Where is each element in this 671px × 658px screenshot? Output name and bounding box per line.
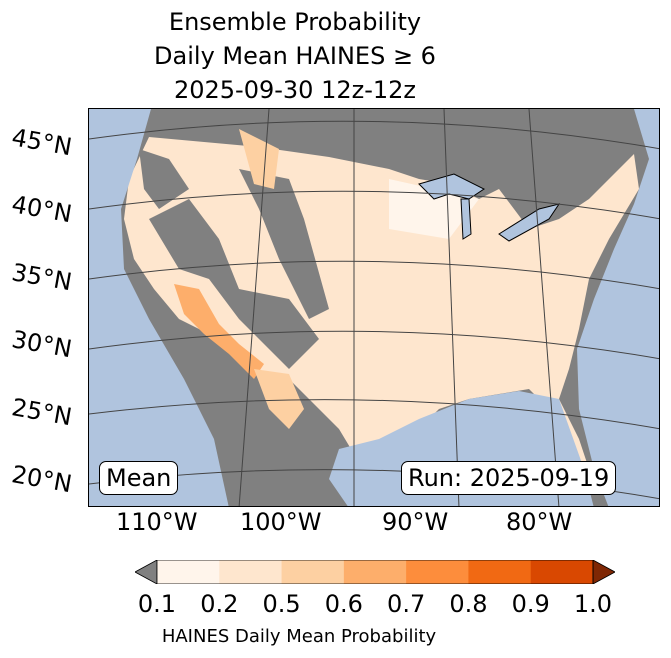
colorbar-tick-label: 0.5 <box>262 590 301 618</box>
lake-erie-ontario <box>498 203 561 242</box>
colorbar-tick-label: 0.8 <box>449 590 488 618</box>
nodata-region-northwest <box>139 149 189 209</box>
lon-label: 100°W <box>240 508 322 536</box>
colorbar-segment <box>281 560 345 584</box>
colorbar-segment <box>468 560 532 584</box>
lat-label: 30°N <box>9 325 75 364</box>
lat-label: 45°N <box>9 123 75 162</box>
colorbar-segment <box>406 560 469 584</box>
colorbar-frame <box>156 560 594 584</box>
colorbar-tick-label: 0.7 <box>387 590 426 618</box>
title-line-3: 2025-09-30 12z-12z <box>173 76 417 104</box>
lat-label: 35°N <box>9 258 75 297</box>
title-line-1: Ensemble Probability <box>168 8 422 36</box>
colorbar-tick-label: 0.6 <box>324 590 363 618</box>
lon-label: 80°W <box>506 508 573 536</box>
colorbar-segment <box>157 560 220 584</box>
colorbar-segment <box>530 560 594 584</box>
map-panel: Mean Run: 2025-09-19 <box>88 108 660 507</box>
lat-label: 20°N <box>9 460 75 499</box>
mid-prob-north <box>239 129 279 189</box>
colorbar-tick-label: 0.9 <box>511 590 550 618</box>
lat-label: 25°N <box>9 393 75 432</box>
mid-prob-texas <box>254 369 304 429</box>
colorbar-tick-label: 1.0 <box>573 590 613 618</box>
atlantic-ocean <box>577 109 659 506</box>
run-date-box: Run: 2025-09-19 <box>401 461 617 495</box>
mean-label-box: Mean <box>99 461 179 495</box>
colorbar-segment <box>219 560 283 584</box>
lat-label: 40°N <box>9 190 75 229</box>
colorbar-tick-label: 0.2 <box>200 590 239 618</box>
colorbar-label: HAINES Daily Mean Probability <box>161 626 437 647</box>
lon-label: 90°W <box>382 508 449 536</box>
colorbar-segment <box>343 560 407 584</box>
nodata-region-west <box>149 199 319 369</box>
high-prob-southwest <box>174 284 264 379</box>
pacific-ocean <box>89 109 229 506</box>
colorbar-under-extension <box>135 560 158 584</box>
lake-michigan <box>460 198 472 240</box>
colorbar <box>135 560 615 584</box>
colorbar-tick-label: 0.1 <box>137 590 177 618</box>
lon-label: 110°W <box>116 508 198 536</box>
us-probability-area <box>124 137 639 489</box>
colorbar-over-extension <box>592 560 615 584</box>
map-canvas <box>89 109 659 506</box>
title-line-2: Daily Mean HAINES ≥ 6 <box>154 42 436 70</box>
